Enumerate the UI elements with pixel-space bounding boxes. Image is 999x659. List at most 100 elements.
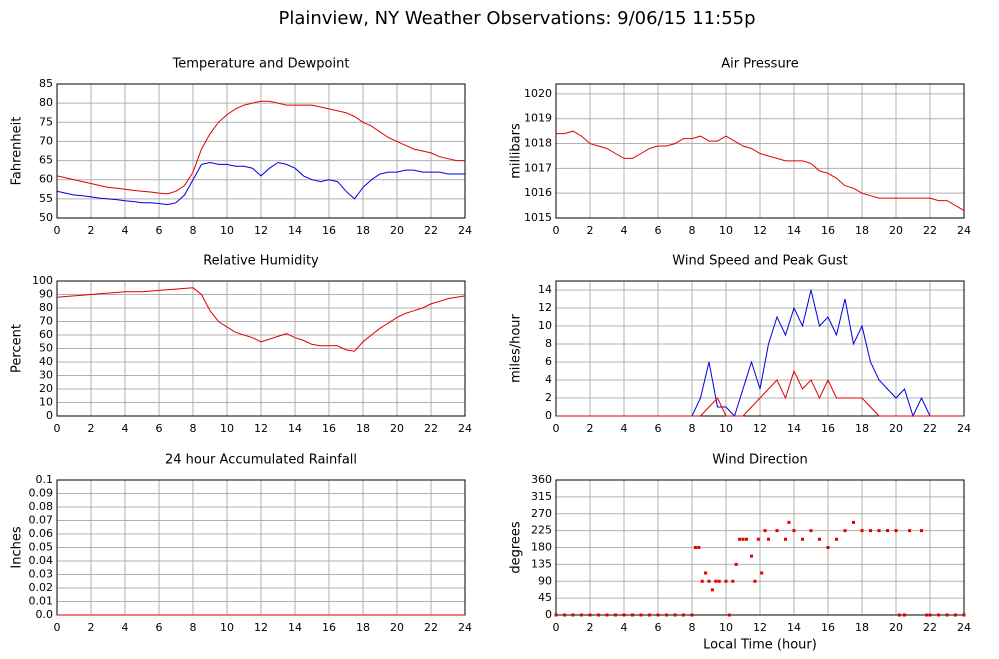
- data-point: [897, 613, 901, 617]
- x-tick-label: 10: [220, 422, 234, 435]
- x-tick-label: 2: [587, 224, 594, 237]
- x-tick-label: 0: [54, 621, 61, 634]
- x-tick-label: 24: [957, 621, 971, 634]
- y-tick-label: 360: [531, 473, 552, 486]
- x-tick-label: 8: [689, 422, 696, 435]
- x-tick-label: 0: [553, 621, 560, 634]
- data-point: [710, 588, 714, 592]
- x-tick-label: 10: [719, 422, 733, 435]
- data-point: [908, 529, 912, 533]
- data-point: [903, 613, 906, 617]
- data-point: [707, 579, 711, 583]
- x-tick-label: 16: [322, 224, 336, 237]
- data-line: [556, 130, 965, 212]
- data-point: [920, 529, 923, 533]
- y-tick-label: 65: [39, 154, 53, 167]
- data-point: [597, 613, 600, 617]
- x-tick-label: 8: [190, 422, 197, 435]
- data-line: [56, 287, 466, 352]
- y-tick-label: 0: [545, 608, 552, 621]
- x-tick-label: 12: [753, 224, 767, 237]
- y-tick-label: 0.08: [29, 500, 54, 513]
- x-tick-label: 24: [458, 621, 472, 634]
- data-point: [809, 529, 813, 533]
- data-point: [700, 579, 704, 583]
- data-point: [738, 537, 742, 541]
- x-tick-label: 14: [787, 224, 801, 237]
- y-tick-label: 80: [39, 96, 53, 109]
- data-point: [784, 537, 787, 541]
- y-tick-label: 0.02: [29, 581, 54, 594]
- y-tick-label: 90: [538, 574, 552, 587]
- y-tick-label: 50: [39, 342, 53, 355]
- data-point: [763, 529, 767, 533]
- y-tick-label: 30: [39, 369, 53, 382]
- x-tick-label: 6: [655, 224, 662, 237]
- y-tick-label: 55: [39, 192, 53, 205]
- x-tick-label: 12: [254, 224, 268, 237]
- x-tick-label: 18: [855, 621, 869, 634]
- x-tick-label: 8: [689, 224, 696, 237]
- x-tick-label: 22: [424, 621, 438, 634]
- chart-title: Temperature and Dewpoint: [172, 57, 350, 72]
- data-point: [648, 613, 651, 617]
- x-tick-label: 22: [923, 422, 937, 435]
- chart-title: Air Pressure: [721, 57, 799, 72]
- x-tick-label: 4: [621, 422, 628, 435]
- data-point: [697, 546, 701, 549]
- y-tick-label: 70: [39, 134, 53, 147]
- x-tick-label: 4: [122, 422, 129, 435]
- data-point: [665, 613, 668, 617]
- y-tick-label: 315: [531, 490, 552, 503]
- y-tick-label: 50: [39, 211, 53, 224]
- chart-title: Relative Humidity: [203, 254, 319, 269]
- x-tick-label: 4: [122, 621, 129, 634]
- y-tick-label: 100: [32, 274, 53, 287]
- data-point: [614, 613, 617, 617]
- y-axis-label: Percent: [10, 324, 25, 373]
- y-tick-label: 10: [39, 396, 53, 409]
- page-title: Plainview, NY Weather Observations: 9/06…: [278, 8, 755, 29]
- data-point: [727, 613, 731, 617]
- y-axis-label: millibars: [509, 123, 524, 179]
- data-point: [631, 613, 634, 617]
- x-tick-label: 20: [889, 621, 903, 634]
- y-axis-label: miles/hour: [509, 313, 524, 382]
- data-point: [775, 529, 779, 533]
- y-tick-label: 1020: [524, 87, 552, 100]
- y-tick-label: 40: [39, 355, 53, 368]
- x-tick-label: 24: [957, 422, 971, 435]
- x-tick-label: 2: [88, 621, 95, 634]
- y-tick-label: 2: [545, 391, 552, 404]
- data-point: [622, 613, 626, 617]
- data-point: [756, 537, 760, 541]
- data-point: [690, 613, 694, 617]
- data-line: [56, 161, 465, 206]
- y-tick-label: 0.09: [29, 487, 54, 500]
- x-tick-label: 12: [254, 422, 268, 435]
- x-tick-label: 6: [655, 621, 662, 634]
- data-point: [673, 613, 677, 617]
- plot-frame: [56, 280, 466, 417]
- x-tick-label: 24: [458, 422, 472, 435]
- x-tick-label: 6: [156, 422, 163, 435]
- data-point: [731, 579, 735, 583]
- y-tick-label: 90: [39, 288, 53, 301]
- x-tick-label: 20: [390, 621, 404, 634]
- data-line: [56, 100, 465, 195]
- data-point: [741, 537, 745, 541]
- y-axis-label: Fahrenheit: [10, 117, 25, 186]
- x-tick-label: 24: [458, 224, 472, 237]
- x-tick-label: 20: [390, 422, 404, 435]
- x-tick-label: 6: [156, 621, 163, 634]
- x-tick-label: 22: [424, 224, 438, 237]
- x-tick-label: 14: [288, 621, 302, 634]
- x-tick-label: 16: [322, 621, 336, 634]
- data-point: [826, 546, 830, 549]
- y-tick-label: 20: [39, 382, 53, 395]
- x-tick-label: 20: [390, 224, 404, 237]
- x-tick-label: 4: [122, 224, 129, 237]
- y-tick-label: 4: [545, 373, 552, 386]
